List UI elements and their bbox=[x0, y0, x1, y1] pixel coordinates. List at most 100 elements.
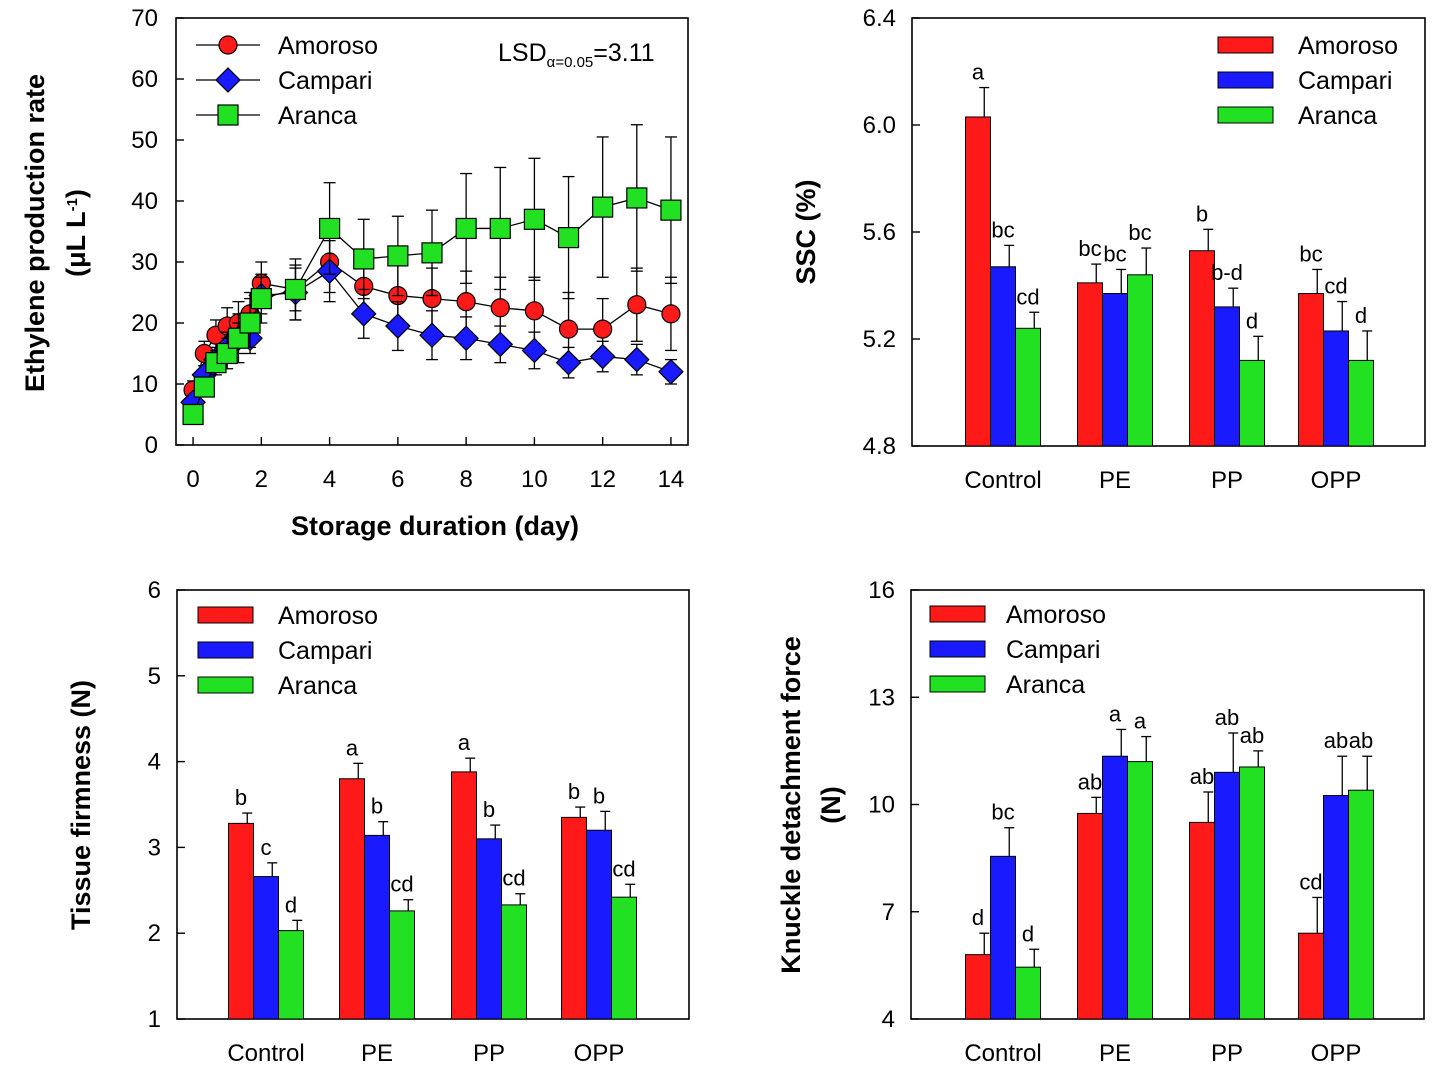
campari-significance-label: bc bbox=[1103, 241, 1126, 266]
amoroso-significance-label: b bbox=[235, 785, 247, 810]
aranca-series bbox=[182, 124, 682, 426]
amoroso-bar bbox=[1298, 293, 1324, 447]
unit-suffix: ) bbox=[61, 189, 91, 198]
aranca-significance-label: bc bbox=[1128, 220, 1151, 245]
campari-point bbox=[623, 346, 650, 373]
lsd-annotation: LSDα=0.05=3.11 bbox=[498, 39, 655, 71]
aranca-bar bbox=[1348, 359, 1374, 447]
amoroso-point bbox=[661, 304, 681, 324]
aranca-bar bbox=[1015, 327, 1041, 447]
campari-significance-label: b bbox=[371, 794, 383, 819]
campari-significance-label: b bbox=[593, 783, 605, 808]
aranca-bar bbox=[611, 896, 637, 1020]
firmness-y-axis-title: Tissue firmness (N) bbox=[66, 680, 96, 930]
campari-significance-label: cd bbox=[1324, 274, 1347, 299]
amoroso-bar bbox=[339, 778, 365, 1020]
aranca-significance-label: cd bbox=[390, 872, 413, 897]
campari-legend-swatch bbox=[197, 641, 254, 659]
amoroso-legend-label: Amoroso bbox=[1006, 601, 1106, 629]
unit-sup: -1 bbox=[64, 198, 81, 211]
knuckle-ticks: 4 7 10 13 16 Control PE PP OPP bbox=[868, 577, 1361, 1067]
x-tick-label: PE bbox=[361, 1040, 393, 1067]
campari-significance-label: b-d bbox=[1211, 260, 1243, 285]
campari-legend-swatch bbox=[929, 640, 986, 658]
y-tick-label: 5.2 bbox=[863, 326, 896, 353]
campari-significance-label: b bbox=[483, 797, 495, 822]
x-tick-label: PP bbox=[1211, 1040, 1243, 1067]
aranca-bar bbox=[1127, 274, 1153, 447]
aranca-bar bbox=[1239, 766, 1265, 1020]
amoroso-legend-swatch bbox=[929, 605, 986, 623]
amoroso-bar bbox=[1298, 932, 1324, 1020]
amoroso-point bbox=[593, 319, 613, 339]
campari-point bbox=[419, 322, 445, 349]
y-tick-label: 5 bbox=[148, 663, 161, 690]
campari-point bbox=[658, 358, 684, 385]
firmness-plot-frame bbox=[176, 589, 690, 1020]
campari-significance-label: ab bbox=[1324, 728, 1348, 753]
amoroso-bar bbox=[451, 771, 477, 1020]
aranca-point bbox=[250, 288, 272, 310]
campari-bar bbox=[1214, 306, 1240, 447]
aranca-legend-label: Aranca bbox=[1006, 671, 1085, 699]
campari-legend-label: Campari bbox=[278, 637, 372, 665]
aranca-legend-label: Aranca bbox=[278, 102, 357, 130]
x-tick-label: PP bbox=[1211, 467, 1243, 494]
x-tick-label: 10 bbox=[521, 466, 548, 493]
campari-significance-label: c bbox=[261, 835, 272, 860]
campari-point bbox=[453, 325, 479, 352]
y-tick-label: 1 bbox=[148, 1006, 161, 1033]
ethylene-series bbox=[180, 124, 684, 426]
campari-bar bbox=[1102, 293, 1128, 447]
aranca-point bbox=[523, 208, 546, 230]
ssc-legend: Amoroso Campari Aranca bbox=[1217, 32, 1398, 130]
y-tick-label: 60 bbox=[131, 66, 158, 93]
campari-legend-label: Campari bbox=[1006, 636, 1100, 664]
campari-bar bbox=[1323, 330, 1349, 447]
ethylene-x-axis-title: Storage duration (day) bbox=[291, 511, 579, 541]
y-tick-label: 16 bbox=[868, 577, 895, 604]
aranca-point bbox=[660, 199, 682, 221]
ethylene-legend: Amoroso Campari Aranca bbox=[196, 32, 378, 130]
campari-significance-label: ab bbox=[1215, 705, 1239, 730]
ethylene-plot-frame bbox=[175, 17, 689, 446]
aranca-point bbox=[557, 227, 580, 249]
campari-bar bbox=[1323, 795, 1349, 1020]
amoroso-significance-label: ab bbox=[1190, 764, 1214, 789]
aranca-point bbox=[193, 376, 215, 398]
aranca-point bbox=[182, 403, 204, 426]
x-tick-label: PE bbox=[1099, 1040, 1131, 1067]
aranca-point bbox=[421, 242, 443, 264]
aranca-bar bbox=[501, 904, 527, 1020]
amoroso-bar bbox=[1077, 282, 1103, 447]
x-tick-label: 0 bbox=[186, 466, 199, 493]
x-tick-label: OPP bbox=[1311, 467, 1362, 494]
amoroso-point bbox=[490, 298, 510, 318]
lsd-prefix: LSD bbox=[498, 39, 547, 67]
aranca-legend-swatch bbox=[197, 676, 254, 694]
x-tick-label: 8 bbox=[459, 466, 472, 493]
aranca-significance-label: d bbox=[1246, 308, 1258, 333]
amoroso-significance-label: d bbox=[972, 905, 984, 930]
aranca-bar bbox=[1239, 359, 1265, 447]
lsd-value: =3.11 bbox=[593, 39, 654, 67]
aranca-point bbox=[455, 217, 477, 240]
campari-legend-marker bbox=[215, 67, 241, 93]
aranca-significance-label: cd bbox=[1016, 284, 1039, 309]
amoroso-legend-marker bbox=[218, 35, 238, 55]
aranca-point bbox=[626, 187, 648, 209]
ethylene-ticks: 0 10 20 30 40 50 60 70 0 2 4 6 8 10 12 14 bbox=[131, 5, 684, 493]
aranca-bar bbox=[1348, 789, 1374, 1020]
campari-point bbox=[385, 313, 411, 339]
campari-significance-label: bc bbox=[991, 217, 1014, 242]
aranca-bar bbox=[389, 910, 415, 1020]
y-tick-label: 13 bbox=[868, 684, 895, 711]
campari-bar bbox=[253, 876, 279, 1020]
lsd-subscript: α=0.05 bbox=[547, 54, 594, 71]
amoroso-point bbox=[558, 319, 579, 339]
amoroso-significance-label: b bbox=[568, 779, 580, 804]
amoroso-significance-label: ab bbox=[1078, 769, 1102, 794]
amoroso-significance-label: a bbox=[458, 730, 471, 755]
